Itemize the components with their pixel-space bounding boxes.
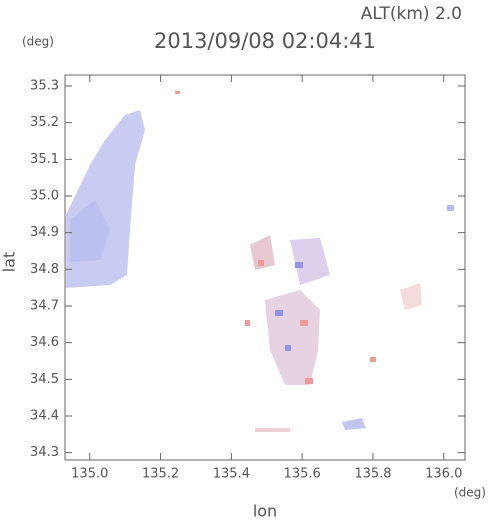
echo-region [255,428,290,432]
y-tick-label: 35.1 [30,152,59,167]
echo-cell [370,357,376,362]
radar-echoes [66,91,454,432]
y-tick-label: 34.6 [30,335,59,350]
echo-cell [447,205,454,211]
x-tick-label: 135.4 [213,467,250,482]
x-tick-label: 135.8 [354,467,391,482]
echo-region [250,235,275,270]
x-unit: (deg) [454,486,486,500]
y-tick-label: 34.8 [30,262,59,277]
echo-region [400,283,422,310]
x-tick-label: 136.0 [425,467,462,482]
plot-frame [64,74,466,461]
echo-region [70,200,110,262]
y-tick-label: 34.3 [30,445,59,460]
echo-cell [300,320,308,326]
echo-cell [175,91,180,94]
y-tick-label: 34.7 [30,299,59,314]
y-tick-label: 35.2 [30,115,59,130]
y-label: lat [0,252,19,273]
y-unit: (deg) [22,35,54,49]
echo-region [290,238,330,285]
echo-cell [245,320,250,326]
echo-cell [305,378,313,384]
chart-title: 2013/09/08 02:04:41 [154,29,376,53]
x-label: lon [253,502,277,521]
x-tick-label: 135.6 [284,467,321,482]
y-tick-label: 35.0 [30,189,59,204]
echo-cell [295,262,303,268]
y-tick-label: 34.4 [30,409,59,424]
x-tick-label: 135.0 [71,467,108,482]
echo-cell [285,345,291,351]
y-tick-label: 35.3 [30,79,59,94]
echo-region [342,418,366,430]
echo-cell [258,260,264,266]
echo-cell [275,310,283,316]
y-tick-label: 34.9 [30,225,59,240]
x-tick-label: 135.2 [142,467,179,482]
annotation: ALT(km) 2.0 [361,4,462,24]
echo-region [265,290,320,385]
y-tick-label: 34.5 [30,372,59,387]
